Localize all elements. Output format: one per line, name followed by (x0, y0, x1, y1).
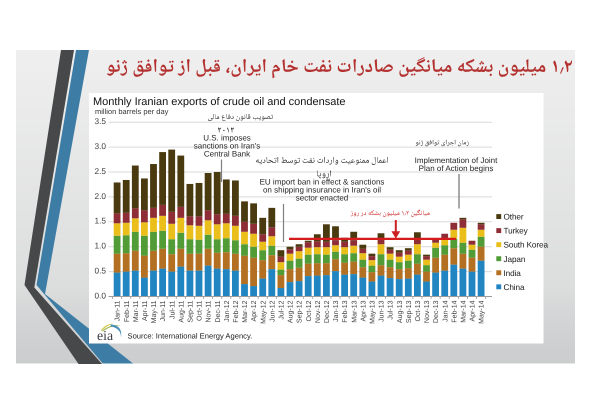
svg-text:eia: eia (97, 328, 113, 343)
svg-text:Jul-11: Jul-11 (168, 300, 176, 319)
svg-text:Oct-12: Oct-12 (306, 300, 313, 321)
svg-text:sanctions on Iran's: sanctions on Iran's (194, 142, 260, 151)
svg-text:Plan of Action begins: Plan of Action begins (419, 164, 494, 173)
svg-text:May-11: May-11 (151, 300, 158, 323)
svg-text:May-13: May-13 (370, 300, 377, 323)
svg-text:Dec-13: Dec-13 (433, 300, 440, 323)
svg-text:China: China (504, 283, 525, 292)
svg-text:1.5: 1.5 (94, 216, 106, 226)
svg-text:Implementation of Joint: Implementation of Joint (415, 156, 498, 165)
svg-text:Aug-12: Aug-12 (288, 300, 295, 323)
svg-text:Aug-13: Aug-13 (397, 300, 404, 323)
svg-text:million barrels per day: million barrels per day (95, 107, 169, 116)
svg-text:Other: Other (504, 213, 524, 222)
svg-text:Sep-13: Sep-13 (406, 300, 413, 323)
svg-text:Aug-11: Aug-11 (178, 300, 185, 322)
svg-text:Jun-11: Jun-11 (160, 300, 167, 321)
svg-text:Oct-11: Oct-11 (197, 300, 204, 321)
svg-text:on shipping insurance in Iran': on shipping insurance in Iran's oil (263, 186, 381, 195)
svg-text:Mar-14: Mar-14 (461, 300, 468, 322)
svg-text:3.0: 3.0 (94, 141, 106, 151)
svg-text:1.0: 1.0 (94, 241, 106, 251)
svg-text:Mar-13: Mar-13 (351, 300, 358, 322)
svg-text:Apr-12: Apr-12 (251, 300, 258, 321)
svg-text:Sep-11: Sep-11 (188, 300, 195, 322)
svg-text:Sep-12: Sep-12 (297, 300, 304, 323)
svg-text:Nov-11: Nov-11 (206, 300, 213, 322)
svg-text:Jan-11: Jan-11 (115, 300, 122, 321)
svg-text:India: India (504, 269, 522, 278)
svg-text:Source: International Energy: Source: International Energy Agency. (128, 332, 253, 341)
svg-text:Mar-12: Mar-12 (242, 300, 249, 322)
svg-text:May-12: May-12 (260, 300, 267, 323)
svg-text:Monthly Iranian exports of c: Monthly Iranian exports of crude oil and… (93, 96, 346, 108)
svg-text:Dec-12: Dec-12 (324, 300, 331, 323)
svg-text:Feb-12: Feb-12 (232, 300, 240, 322)
svg-text:Jun-13: Jun-13 (379, 300, 386, 322)
svg-text:Nov-12: Nov-12 (315, 300, 322, 323)
svg-text:3.5: 3.5 (94, 116, 106, 126)
svg-text:Mar-11: Mar-11 (133, 300, 140, 322)
svg-text:Apr-13: Apr-13 (360, 300, 367, 321)
svg-text:May-14: May-14 (479, 300, 486, 323)
svg-text:U.S. imposes: U.S. imposes (203, 134, 251, 143)
svg-text:Jan-12: Jan-12 (224, 300, 231, 322)
svg-text:EU import ban in effect & sanc: EU import ban in effect & sanctions (260, 178, 385, 187)
svg-text:Oct-13: Oct-13 (415, 300, 422, 321)
svg-text:2.5: 2.5 (94, 166, 106, 176)
svg-text:Jan-14: Jan-14 (442, 300, 449, 322)
svg-text:Central Bank: Central Bank (204, 150, 251, 159)
svg-text:Turkey: Turkey (504, 227, 529, 236)
svg-text:Jan-13: Jan-13 (333, 300, 340, 322)
svg-text:Nov-13: Nov-13 (424, 300, 431, 323)
svg-text:sector enacted: sector enacted (296, 194, 348, 203)
svg-text:South Korea: South Korea (504, 241, 549, 250)
svg-text:Apr-11: Apr-11 (142, 300, 149, 321)
svg-text:Jun-12: Jun-12 (269, 300, 276, 322)
svg-text:0.0: 0.0 (94, 290, 106, 300)
svg-text:Feb-14: Feb-14 (450, 300, 458, 322)
svg-text:0.5: 0.5 (94, 266, 106, 276)
svg-text:Jul-12: Jul-12 (278, 300, 286, 319)
svg-text:Dec-11: Dec-11 (215, 300, 222, 322)
svg-text:Jul-13: Jul-13 (387, 300, 395, 319)
svg-text:Apr-14: Apr-14 (470, 300, 477, 321)
svg-text:Japan: Japan (504, 255, 526, 264)
svg-text:2.0: 2.0 (94, 191, 106, 201)
svg-text:Feb-11: Feb-11 (123, 300, 131, 322)
svg-text:Feb-13: Feb-13 (341, 300, 349, 322)
